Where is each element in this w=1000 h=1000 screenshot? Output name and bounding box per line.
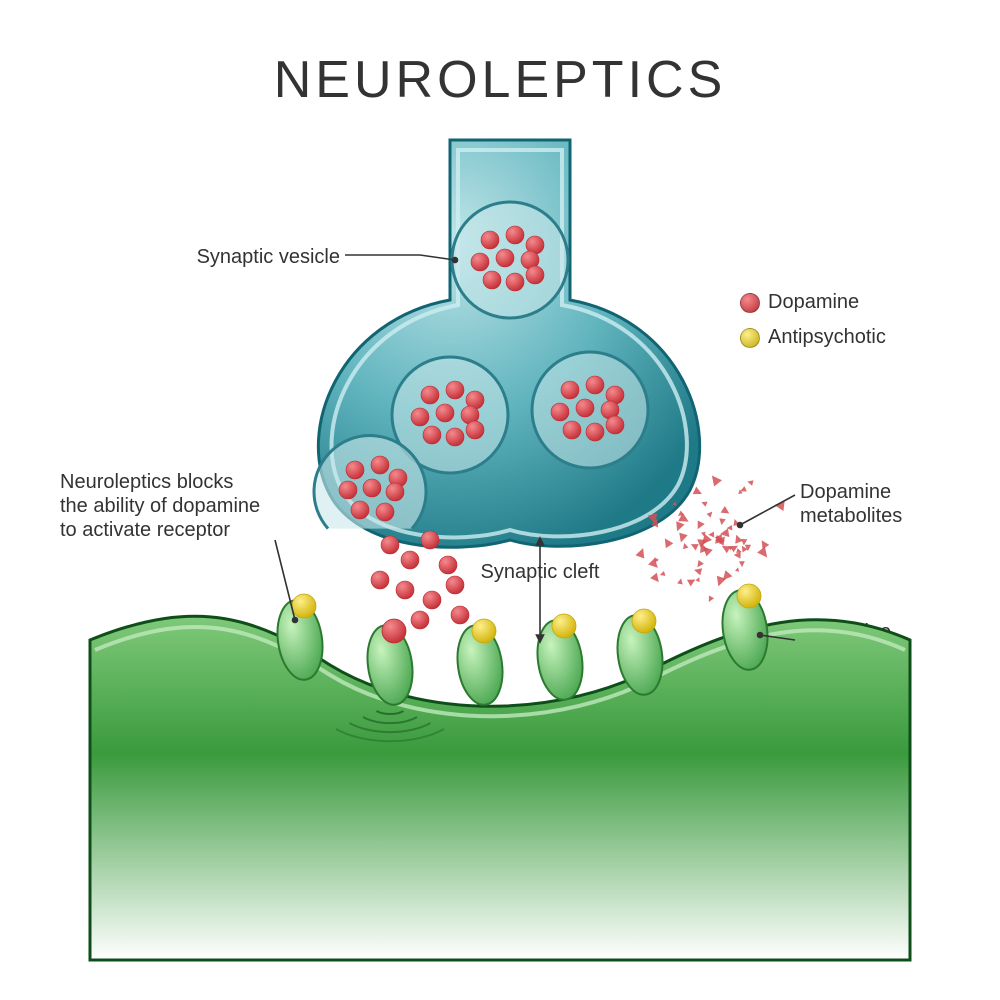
- diagram-svg: [0, 0, 1000, 1000]
